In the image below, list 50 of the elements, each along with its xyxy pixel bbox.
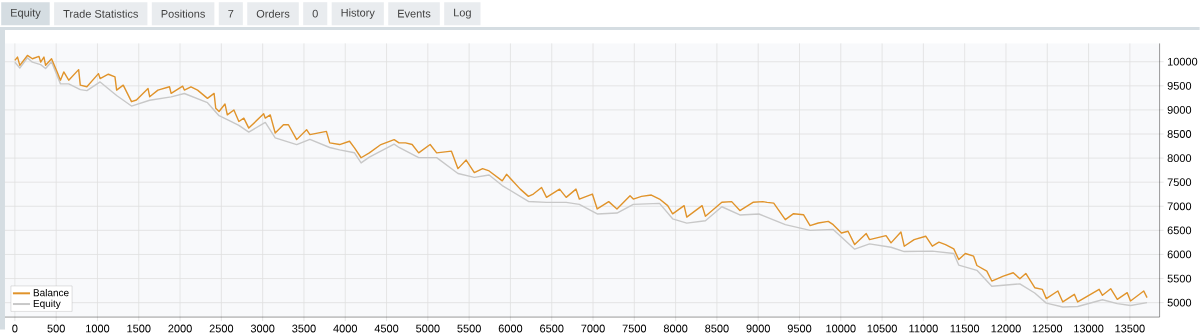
y-tick-label: 7500	[1167, 178, 1192, 187]
x-tick-label: 8000	[663, 324, 688, 333]
text: Positions	[161, 9, 205, 18]
x-tick-label: 5500	[457, 324, 481, 333]
x-tick-label: 3500	[292, 324, 316, 333]
text: Orders	[256, 9, 290, 18]
x-tick-label: 4500	[374, 324, 399, 333]
text: 7	[228, 10, 234, 18]
y-tick-label: 9000	[1167, 106, 1192, 114]
x-tick-label: 11500	[950, 324, 980, 333]
x-tick-label: 500	[47, 324, 65, 333]
legend-label: Equity	[33, 299, 61, 310]
x-tick-label: 11000	[909, 324, 938, 333]
y-tick-label: 8500	[1167, 130, 1192, 139]
text: 0	[312, 9, 318, 18]
x-tick-label: 12500	[1032, 324, 1063, 333]
y-tick-label: 10000	[1167, 57, 1198, 66]
x-tick-label: 13000	[1074, 324, 1104, 333]
x-tick-label: 3000	[250, 324, 275, 333]
x-tick-label: 12000	[991, 324, 1021, 333]
x-tick-label: 4000	[333, 324, 358, 333]
text: Events	[398, 10, 431, 18]
y-tick-label: 6000	[1167, 250, 1192, 259]
x-tick-label: 6500	[540, 324, 564, 333]
x-tick-label: 7500	[622, 324, 647, 333]
x-tick-label: 7000	[581, 324, 605, 333]
text: Log	[454, 8, 471, 19]
x-tick-label: 10500	[867, 324, 897, 333]
x-tick-label: 2500	[209, 324, 234, 333]
y-tick-label: 5500	[1167, 274, 1192, 283]
x-tick-label: 1000	[86, 324, 110, 333]
y-tick-label: 6500	[1167, 226, 1192, 235]
x-tick-label: 2000	[168, 324, 192, 333]
x-tick-label: 6000	[498, 324, 523, 333]
x-tick-label: 13500	[1115, 324, 1145, 333]
y-tick-label: 5000	[1167, 298, 1192, 307]
x-tick-label: 9000	[746, 324, 770, 333]
x-tick-label: 9500	[787, 324, 812, 333]
y-tick-label: 9500	[1167, 82, 1192, 90]
text: Equity	[11, 8, 41, 19]
y-tick-label: 8000	[1167, 154, 1192, 163]
x-tick-label: 8500	[705, 324, 729, 333]
legend-label: Balance	[33, 289, 69, 297]
x-tick-label: 1500	[127, 324, 151, 333]
y-tick-label: 7000	[1167, 202, 1192, 211]
x-tick-label: 10000	[826, 324, 856, 333]
x-tick-label: 0	[12, 324, 18, 333]
text: Trade Statistics	[63, 9, 138, 18]
text: History	[341, 8, 375, 19]
x-tick-label: 5000	[416, 324, 440, 333]
